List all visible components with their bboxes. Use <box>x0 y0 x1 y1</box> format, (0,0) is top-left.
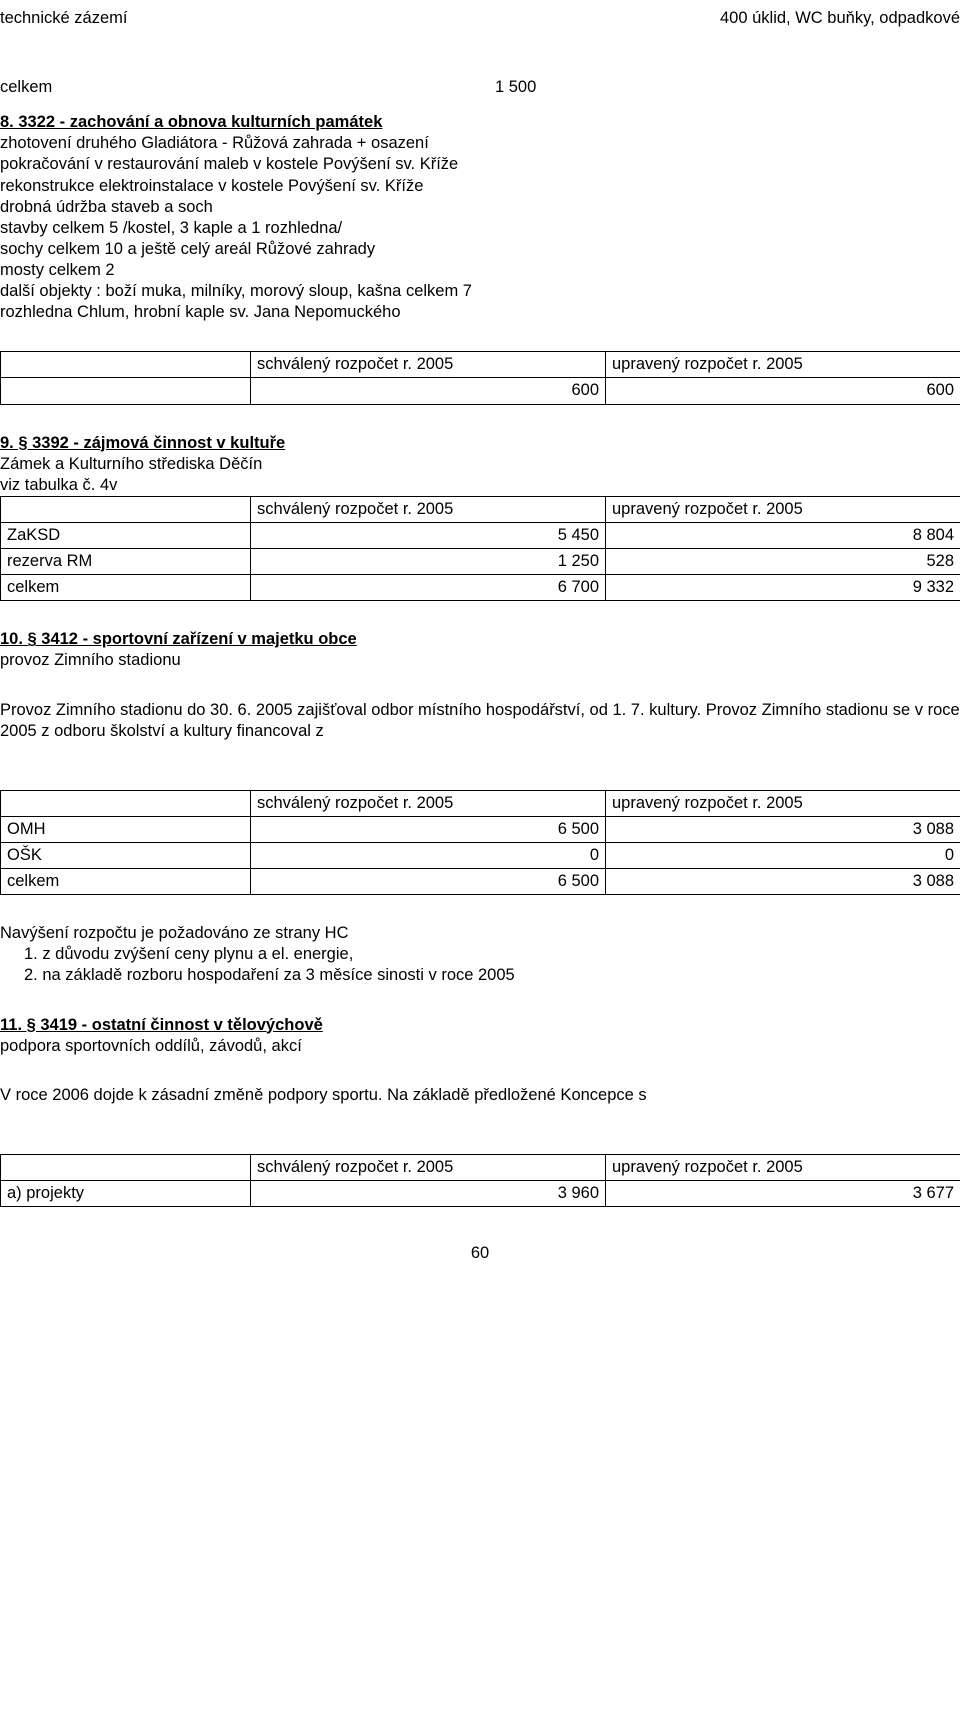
sec8-line: rekonstrukce elektroinstalace v kostele … <box>0 176 960 197</box>
table-row: schválený rozpočet r. 2005 upravený rozp… <box>1 496 960 522</box>
navyseni-line2: 1. z důvodu zvýšení ceny plynu a el. ene… <box>0 944 960 965</box>
top-right: 400 úklid, WC buňky, odpadkové <box>720 8 960 29</box>
sec8-line: pokračování v restaurování maleb v koste… <box>0 154 960 175</box>
sec9-sub1: Zámek a Kulturního střediska Děčín <box>0 454 960 475</box>
header-sch: schválený rozpočet r. 2005 <box>251 1154 606 1180</box>
cell-label: celkem <box>1 575 251 601</box>
cell-upr: 0 <box>606 842 960 868</box>
cell-blank <box>1 378 251 404</box>
sec11-heading: 11. § 3419 - ostatní činnost v tělovýcho… <box>0 1015 960 1036</box>
cell-label: rezerva RM <box>1 549 251 575</box>
cell-sch: 6 500 <box>251 816 606 842</box>
table-row: celkem 6 700 9 332 <box>1 575 960 601</box>
table-row: a) projekty 3 960 3 677 <box>1 1180 960 1206</box>
top-row: technické zázemí 400 úklid, WC buňky, od… <box>0 8 960 29</box>
cell-sch: 1 250 <box>251 549 606 575</box>
cell-upr: 528 <box>606 549 960 575</box>
sec10-heading: 10. § 3412 - sportovní zařízení v majetk… <box>0 629 960 650</box>
table-sec8: schválený rozpočet r. 2005 upravený rozp… <box>0 351 960 404</box>
cell-sch: 600 <box>251 378 606 404</box>
table-sec11: schválený rozpočet r. 2005 upravený rozp… <box>0 1154 960 1207</box>
header-upr: upravený rozpočet r. 2005 <box>606 1154 960 1180</box>
sec11-para: V roce 2006 dojde k zásadní změně podpor… <box>0 1085 960 1106</box>
cell-label: celkem <box>1 869 251 895</box>
header-blank <box>1 1154 251 1180</box>
header-upr: upravený rozpočet r. 2005 <box>606 790 960 816</box>
table-row: OMH 6 500 3 088 <box>1 816 960 842</box>
cell-sch: 3 960 <box>251 1180 606 1206</box>
cell-upr: 3 677 <box>606 1180 960 1206</box>
sec9-sub2: viz tabulka č. 4v <box>0 475 960 496</box>
sec8-line: drobná údržba staveb a soch <box>0 197 960 218</box>
sec11-sub: podpora sportovních oddílů, závodů, akcí <box>0 1036 960 1057</box>
page-number: 60 <box>0 1243 960 1264</box>
table-sec9: schválený rozpočet r. 2005 upravený rozp… <box>0 496 960 601</box>
sec8-line: sochy celkem 10 a ještě celý areál Růžov… <box>0 239 960 260</box>
header-blank <box>1 352 251 378</box>
cell-upr: 3 088 <box>606 816 960 842</box>
celkem-row: celkem 1 500 <box>0 77 960 98</box>
header-upr: upravený rozpočet r. 2005 <box>606 496 960 522</box>
table-row: OŠK 0 0 <box>1 842 960 868</box>
sec10-sub: provoz Zimního stadionu <box>0 650 960 671</box>
celkem-label: celkem <box>0 77 495 98</box>
celkem-value: 1 500 <box>495 77 536 98</box>
table-row: schválený rozpočet r. 2005 upravený rozp… <box>1 790 960 816</box>
sec8-line: zhotovení druhého Gladiátora - Růžová za… <box>0 133 960 154</box>
cell-upr: 8 804 <box>606 522 960 548</box>
cell-upr: 600 <box>606 378 960 404</box>
cell-upr: 9 332 <box>606 575 960 601</box>
header-blank <box>1 790 251 816</box>
sec8-line: další objekty : boží muka, milníky, moro… <box>0 281 960 302</box>
cell-sch: 5 450 <box>251 522 606 548</box>
cell-upr: 3 088 <box>606 869 960 895</box>
cell-label: ZaKSD <box>1 522 251 548</box>
header-sch: schválený rozpočet r. 2005 <box>251 496 606 522</box>
table-row: schválený rozpočet r. 2005 upravený rozp… <box>1 1154 960 1180</box>
cell-label: a) projekty <box>1 1180 251 1206</box>
sec8-heading: 8. 3322 - zachování a obnova kulturních … <box>0 112 960 133</box>
top-left: technické zázemí <box>0 8 127 29</box>
table-row: schválený rozpočet r. 2005 upravený rozp… <box>1 352 960 378</box>
cell-label: OMH <box>1 816 251 842</box>
table-row: 600 600 <box>1 378 960 404</box>
sec10-para: Provoz Zimního stadionu do 30. 6. 2005 z… <box>0 700 960 742</box>
header-sch: schválený rozpočet r. 2005 <box>251 352 606 378</box>
sec8-line: stavby celkem 5 /kostel, 3 kaple a 1 roz… <box>0 218 960 239</box>
header-sch: schválený rozpočet r. 2005 <box>251 790 606 816</box>
header-upr: upravený rozpočet r. 2005 <box>606 352 960 378</box>
table-row: rezerva RM 1 250 528 <box>1 549 960 575</box>
table-row: celkem 6 500 3 088 <box>1 869 960 895</box>
cell-sch: 6 500 <box>251 869 606 895</box>
header-blank <box>1 496 251 522</box>
table-row: ZaKSD 5 450 8 804 <box>1 522 960 548</box>
cell-sch: 0 <box>251 842 606 868</box>
sec9-heading: 9. § 3392 - zájmová činnost v kultuře <box>0 433 960 454</box>
sec8-line: mosty celkem 2 <box>0 260 960 281</box>
table-sec10: schválený rozpočet r. 2005 upravený rozp… <box>0 790 960 895</box>
navyseni-line1: Navýšení rozpočtu je požadováno ze stran… <box>0 923 960 944</box>
navyseni-line3: 2. na základě rozboru hospodaření za 3 m… <box>0 965 960 986</box>
cell-sch: 6 700 <box>251 575 606 601</box>
sec8-line: rozhledna Chlum, hrobní kaple sv. Jana N… <box>0 302 960 323</box>
cell-label: OŠK <box>1 842 251 868</box>
